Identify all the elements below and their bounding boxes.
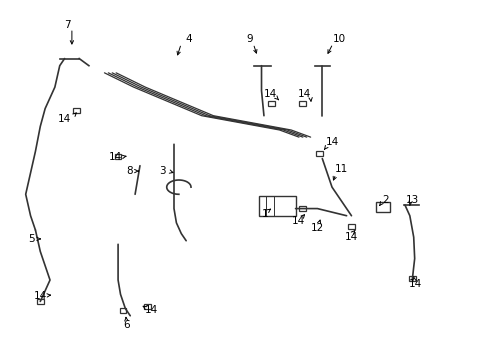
Text: 14: 14 xyxy=(297,89,310,99)
Bar xyxy=(408,276,415,281)
Bar xyxy=(115,154,121,159)
Text: 14: 14 xyxy=(344,232,357,242)
Bar xyxy=(143,304,150,309)
Bar xyxy=(299,206,305,211)
Text: 12: 12 xyxy=(310,223,324,233)
Bar xyxy=(119,308,126,313)
Bar xyxy=(316,151,323,156)
Text: 14: 14 xyxy=(109,152,122,162)
Text: 14: 14 xyxy=(34,291,47,301)
Text: 10: 10 xyxy=(332,34,345,44)
Text: 5: 5 xyxy=(28,234,35,244)
Bar xyxy=(267,101,274,106)
Bar xyxy=(299,101,305,106)
Text: 14: 14 xyxy=(291,216,304,226)
Text: 4: 4 xyxy=(185,34,191,44)
Bar xyxy=(375,202,389,212)
Text: 14: 14 xyxy=(58,114,71,124)
Text: 1: 1 xyxy=(261,209,268,219)
Text: 14: 14 xyxy=(408,279,422,289)
Text: 14: 14 xyxy=(263,89,276,99)
Text: 9: 9 xyxy=(245,34,252,44)
Text: 13: 13 xyxy=(405,195,418,204)
Bar xyxy=(73,108,80,113)
Bar xyxy=(259,196,295,216)
Text: 7: 7 xyxy=(63,19,70,30)
Text: 8: 8 xyxy=(126,166,132,176)
Bar xyxy=(347,224,354,229)
Text: 3: 3 xyxy=(159,166,166,176)
Text: 11: 11 xyxy=(334,164,347,174)
Text: 14: 14 xyxy=(144,305,158,315)
Bar xyxy=(37,299,43,304)
Text: 14: 14 xyxy=(325,138,338,148)
Text: 2: 2 xyxy=(382,195,388,204)
Text: 6: 6 xyxy=(123,320,130,330)
